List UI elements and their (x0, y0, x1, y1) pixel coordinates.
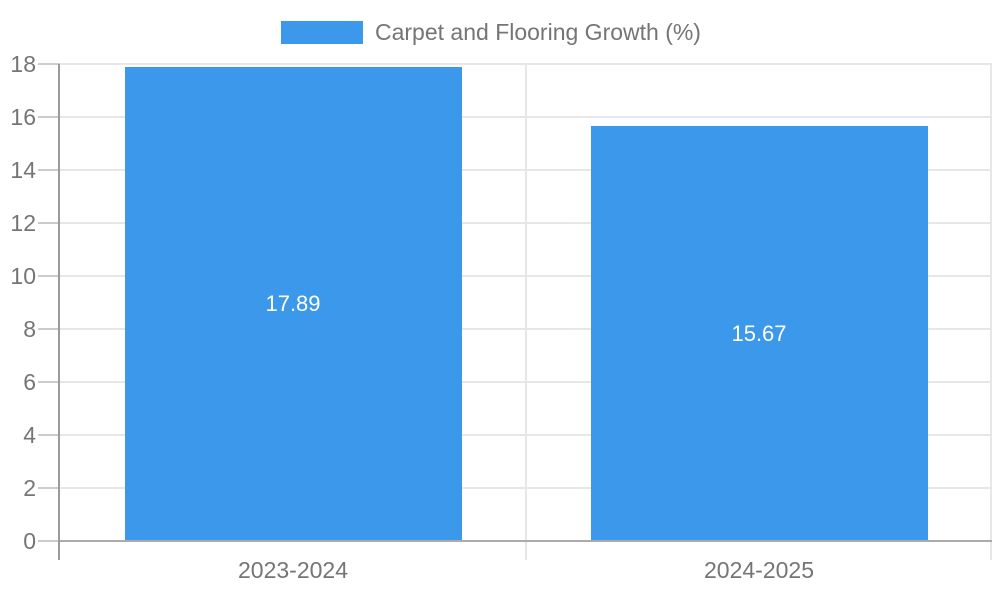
y-axis-tick (38, 381, 60, 383)
bar (125, 67, 462, 541)
y-axis-tick (38, 275, 60, 277)
y-tick-label: 2 (23, 475, 36, 501)
chart-legend: Carpet and Flooring Growth (%) (281, 19, 701, 46)
y-axis-tick (38, 222, 60, 224)
category-separator-line (525, 64, 527, 560)
bar (591, 126, 928, 541)
y-tick-label: 10 (10, 263, 36, 289)
y-tick-label: 14 (10, 157, 36, 183)
y-tick-label: 6 (23, 369, 36, 395)
y-tick-label: 0 (23, 528, 36, 554)
y-tick-label: 12 (10, 210, 36, 236)
legend-series-label: Carpet and Flooring Growth (%) (375, 19, 701, 45)
bar-value-label: 15.67 (731, 321, 787, 346)
y-tick-label: 8 (23, 316, 36, 342)
bar-value-label: 17.89 (265, 291, 321, 316)
y-axis-tick (38, 63, 60, 65)
plot-right-border (990, 64, 992, 560)
y-axis-tick (38, 116, 60, 118)
y-axis-tick (38, 434, 60, 436)
y-axis-line (58, 64, 60, 560)
y-axis-tick (38, 328, 60, 330)
y-tick-label: 4 (23, 422, 36, 448)
y-axis-tick (38, 487, 60, 489)
y-tick-label: 16 (10, 104, 36, 130)
x-category-label: 2024-2025 (704, 557, 814, 583)
y-axis-tick (38, 540, 60, 542)
x-axis-baseline (60, 540, 992, 542)
x-category-label: 2023-2024 (238, 557, 348, 583)
legend-color-swatch (281, 21, 363, 44)
y-tick-label: 18 (10, 51, 36, 77)
y-axis-tick (38, 169, 60, 171)
